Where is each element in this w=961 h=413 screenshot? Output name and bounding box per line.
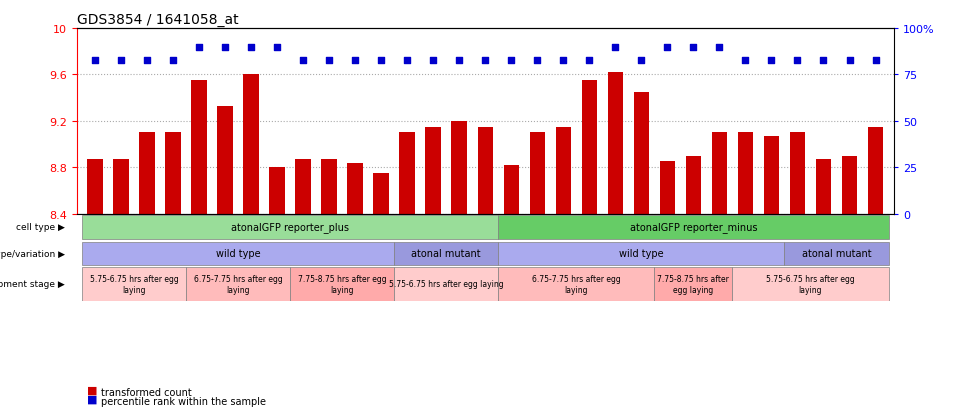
Point bbox=[478, 58, 493, 64]
Bar bbox=[530, 133, 545, 413]
Text: ■: ■ bbox=[86, 385, 97, 394]
Bar bbox=[400, 133, 415, 413]
Point bbox=[322, 58, 337, 64]
Bar bbox=[82, 242, 394, 266]
Point bbox=[842, 58, 857, 64]
Point bbox=[452, 58, 467, 64]
Point bbox=[191, 44, 207, 51]
Point bbox=[607, 44, 623, 51]
Bar bbox=[139, 133, 155, 413]
Text: cell type ▶: cell type ▶ bbox=[15, 223, 64, 232]
Bar bbox=[87, 160, 103, 413]
Bar bbox=[738, 133, 753, 413]
Point bbox=[712, 44, 727, 51]
Text: 7.75-8.75 hrs after egg
laying: 7.75-8.75 hrs after egg laying bbox=[298, 275, 386, 294]
Point bbox=[269, 44, 284, 51]
Text: wild type: wild type bbox=[216, 249, 260, 259]
Point bbox=[243, 44, 259, 51]
Point bbox=[139, 58, 155, 64]
Bar bbox=[321, 160, 337, 413]
Text: percentile rank within the sample: percentile rank within the sample bbox=[101, 396, 266, 406]
Text: transformed count: transformed count bbox=[101, 387, 191, 397]
Text: 6.75-7.75 hrs after egg
laying: 6.75-7.75 hrs after egg laying bbox=[532, 275, 621, 294]
Bar bbox=[633, 93, 650, 413]
Bar bbox=[712, 133, 727, 413]
Bar bbox=[217, 107, 233, 413]
Bar bbox=[764, 137, 779, 413]
Text: ■: ■ bbox=[86, 394, 97, 404]
Point bbox=[400, 58, 415, 64]
Bar bbox=[478, 127, 493, 413]
Bar bbox=[269, 168, 285, 413]
Bar bbox=[842, 156, 857, 413]
Bar bbox=[394, 242, 499, 266]
Bar bbox=[659, 162, 676, 413]
Point bbox=[738, 58, 753, 64]
Text: genotype/variation ▶: genotype/variation ▶ bbox=[0, 249, 64, 259]
Text: atonalGFP reporter_minus: atonalGFP reporter_minus bbox=[629, 222, 757, 233]
Point bbox=[790, 58, 805, 64]
Bar bbox=[394, 268, 499, 301]
Point bbox=[659, 44, 675, 51]
Text: 6.75-7.75 hrs after egg
laying: 6.75-7.75 hrs after egg laying bbox=[194, 275, 283, 294]
Bar bbox=[654, 268, 732, 301]
Bar bbox=[499, 216, 889, 239]
Point bbox=[868, 58, 883, 64]
Bar bbox=[295, 160, 311, 413]
Point bbox=[633, 58, 649, 64]
Point bbox=[816, 58, 831, 64]
Bar bbox=[374, 173, 389, 413]
Bar bbox=[426, 127, 441, 413]
Point bbox=[348, 58, 363, 64]
Text: wild type: wild type bbox=[619, 249, 664, 259]
Bar bbox=[607, 73, 623, 413]
Bar bbox=[290, 268, 394, 301]
Bar bbox=[113, 160, 129, 413]
Bar bbox=[348, 163, 363, 413]
Bar bbox=[499, 268, 654, 301]
Point bbox=[426, 58, 441, 64]
Bar bbox=[452, 121, 467, 413]
Bar bbox=[243, 75, 259, 413]
Point bbox=[165, 58, 181, 64]
Point bbox=[374, 58, 389, 64]
Text: atonalGFP reporter_plus: atonalGFP reporter_plus bbox=[232, 222, 349, 233]
Point bbox=[686, 44, 702, 51]
Text: development stage ▶: development stage ▶ bbox=[0, 280, 64, 289]
Bar bbox=[685, 156, 702, 413]
Bar bbox=[504, 166, 519, 413]
Point bbox=[217, 44, 233, 51]
Point bbox=[555, 58, 571, 64]
Bar bbox=[82, 216, 499, 239]
Text: 7.75-8.75 hrs after
egg laying: 7.75-8.75 hrs after egg laying bbox=[657, 275, 729, 294]
Bar bbox=[581, 81, 597, 413]
Text: atonal mutant: atonal mutant bbox=[801, 249, 872, 259]
Bar bbox=[191, 81, 207, 413]
Point bbox=[504, 58, 519, 64]
Bar bbox=[555, 127, 571, 413]
Point bbox=[764, 58, 779, 64]
Bar bbox=[186, 268, 290, 301]
Text: 5.75-6.75 hrs after egg
laying: 5.75-6.75 hrs after egg laying bbox=[766, 275, 855, 294]
Bar bbox=[784, 242, 889, 266]
Bar bbox=[790, 133, 805, 413]
Point bbox=[296, 58, 311, 64]
Bar bbox=[165, 133, 181, 413]
Text: GDS3854 / 1641058_at: GDS3854 / 1641058_at bbox=[77, 12, 238, 26]
Point bbox=[87, 58, 103, 64]
Text: 5.75-6.75 hrs after egg laying: 5.75-6.75 hrs after egg laying bbox=[389, 280, 504, 289]
Point bbox=[530, 58, 545, 64]
Bar bbox=[816, 160, 831, 413]
Bar bbox=[499, 242, 784, 266]
Text: atonal mutant: atonal mutant bbox=[411, 249, 481, 259]
Bar bbox=[82, 268, 186, 301]
Text: 5.75-6.75 hrs after egg
laying: 5.75-6.75 hrs after egg laying bbox=[89, 275, 179, 294]
Bar bbox=[732, 268, 889, 301]
Bar bbox=[868, 127, 883, 413]
Point bbox=[581, 58, 597, 64]
Point bbox=[113, 58, 129, 64]
